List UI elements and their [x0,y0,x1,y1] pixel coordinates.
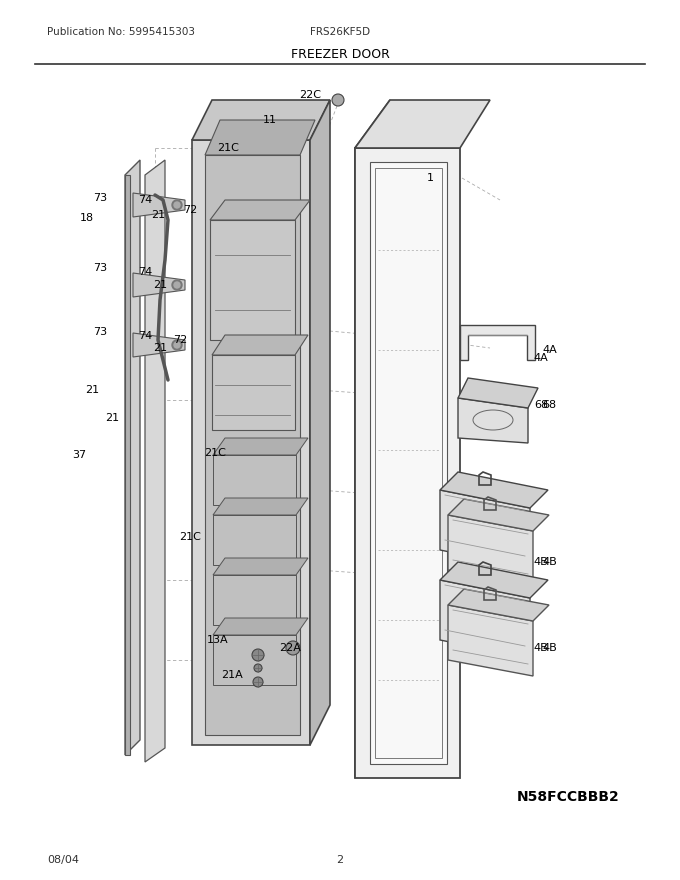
Polygon shape [133,193,185,217]
Polygon shape [212,335,308,355]
Text: 21: 21 [85,385,99,395]
Polygon shape [213,558,308,575]
Polygon shape [440,490,530,568]
Text: 22C: 22C [299,90,321,100]
Polygon shape [133,273,185,297]
Circle shape [332,94,344,106]
Text: 22A: 22A [279,643,301,653]
Text: 21: 21 [153,280,167,290]
Text: 2: 2 [337,855,343,865]
Polygon shape [133,333,185,357]
Polygon shape [213,618,308,635]
Polygon shape [440,562,548,598]
Circle shape [172,340,182,350]
Text: 72: 72 [183,205,197,215]
Text: 4A: 4A [534,353,548,363]
Polygon shape [192,100,330,140]
Polygon shape [458,398,528,443]
Polygon shape [460,325,535,360]
Polygon shape [355,100,390,778]
Circle shape [174,282,180,288]
Text: 4B: 4B [534,557,548,567]
Text: FREEZER DOOR: FREEZER DOOR [290,48,390,61]
Polygon shape [355,100,490,148]
Text: 74: 74 [138,331,152,341]
Polygon shape [205,120,315,155]
Text: N58FCCBBB2: N58FCCBBB2 [517,790,620,804]
Polygon shape [448,515,533,586]
Polygon shape [212,355,295,430]
Polygon shape [370,162,447,764]
Text: 21C: 21C [179,532,201,542]
Polygon shape [145,160,165,762]
Text: FRS26KF5D: FRS26KF5D [310,27,370,37]
Text: 73: 73 [93,193,107,203]
Polygon shape [448,499,549,531]
Text: 21A: 21A [221,670,243,680]
Polygon shape [448,589,549,621]
Text: 4B: 4B [534,643,548,653]
Polygon shape [213,635,296,685]
Circle shape [254,664,262,672]
Text: 73: 73 [93,327,107,337]
Text: 4B: 4B [542,643,557,653]
Polygon shape [125,160,140,755]
Polygon shape [210,200,310,220]
Circle shape [252,649,264,661]
Polygon shape [205,155,300,735]
Polygon shape [213,438,308,455]
Text: 08/04: 08/04 [47,855,79,865]
Text: Publication No: 5995415303: Publication No: 5995415303 [47,27,195,37]
Polygon shape [210,220,295,340]
Polygon shape [448,605,533,676]
Text: 21C: 21C [217,143,239,153]
Text: 68: 68 [534,400,548,410]
Circle shape [174,202,180,208]
Polygon shape [213,515,296,565]
Text: 74: 74 [138,267,152,277]
Text: 4B: 4B [542,557,557,567]
Text: 37: 37 [72,450,86,460]
Polygon shape [192,140,310,745]
Circle shape [286,641,300,655]
Circle shape [172,280,182,290]
Polygon shape [458,378,538,408]
Text: 21C: 21C [204,448,226,458]
Polygon shape [440,580,530,658]
Circle shape [172,200,182,210]
Polygon shape [213,498,308,515]
Polygon shape [355,148,460,778]
Text: 11: 11 [263,115,277,125]
Polygon shape [125,175,130,755]
Text: 74: 74 [138,195,152,205]
Text: 13A: 13A [207,635,228,645]
Text: 21: 21 [105,413,119,423]
Polygon shape [310,100,330,745]
Polygon shape [213,575,296,625]
Circle shape [253,677,263,687]
Polygon shape [213,455,296,505]
Text: 21: 21 [153,343,167,353]
Text: 4A: 4A [542,345,557,355]
Text: 72: 72 [173,335,187,345]
Text: 73: 73 [93,263,107,273]
Text: 18: 18 [80,213,94,223]
Circle shape [174,342,180,348]
Text: 21: 21 [151,210,165,220]
Text: 1: 1 [426,173,433,183]
Polygon shape [440,472,548,508]
Text: 68: 68 [542,400,556,410]
